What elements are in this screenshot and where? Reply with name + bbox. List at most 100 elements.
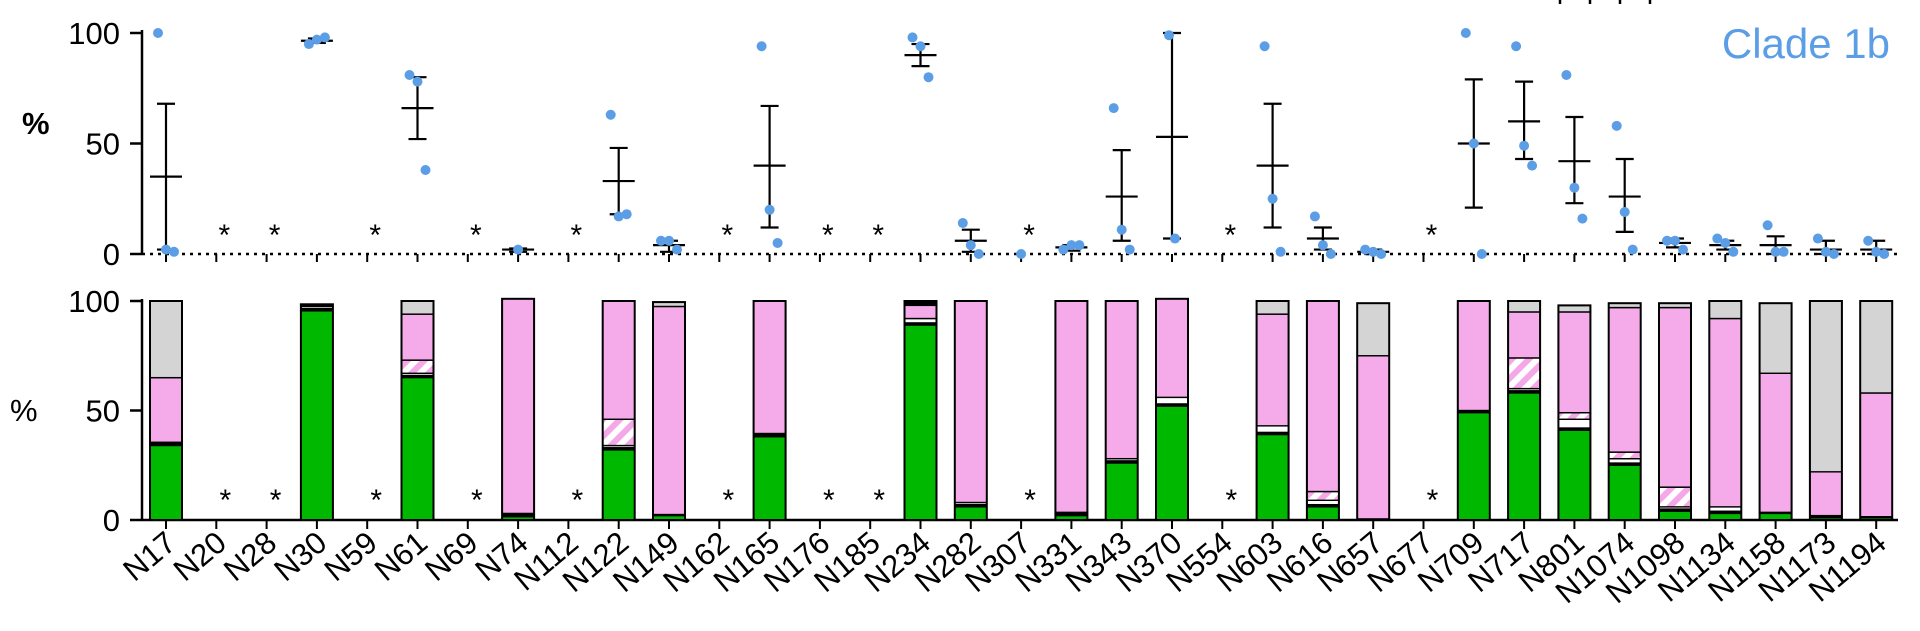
bar-segment-white bbox=[1255, 425, 1290, 434]
bar-outline bbox=[1255, 300, 1290, 521]
not-detected-marker: * bbox=[269, 219, 281, 252]
data-point bbox=[621, 209, 632, 220]
bottom-panel-stacked-bars: 0 50 100% * * * * * * * * * * * bbox=[10, 284, 1898, 538]
bar-segment-hatched bbox=[1557, 411, 1592, 420]
bar-segment-green bbox=[903, 324, 938, 521]
bar-segment-grey bbox=[1859, 300, 1893, 394]
data-point bbox=[973, 249, 984, 259]
data-point bbox=[1619, 207, 1630, 218]
data-point bbox=[672, 244, 682, 255]
data-point bbox=[1611, 120, 1622, 131]
data-point bbox=[1016, 249, 1027, 259]
bar-segment-grey bbox=[1708, 300, 1743, 320]
stacked-bar bbox=[1859, 300, 1894, 521]
bar-outline bbox=[601, 300, 636, 521]
data-point bbox=[1828, 249, 1839, 259]
not-detected-marker: * bbox=[470, 219, 482, 252]
not-detected-marker: * bbox=[471, 484, 483, 517]
bar-segment-grey bbox=[400, 300, 435, 315]
stacked-bar bbox=[149, 300, 183, 521]
data-point bbox=[1770, 246, 1781, 257]
bar-segment-grey bbox=[1356, 302, 1390, 357]
bar-segment-black bbox=[1306, 504, 1339, 507]
bar-outline bbox=[1104, 300, 1139, 521]
bar-outline bbox=[652, 301, 686, 521]
data-point bbox=[311, 34, 322, 45]
not-detected-marker: * bbox=[1225, 484, 1237, 517]
data-point bbox=[1170, 233, 1180, 244]
bar-segment-black bbox=[1608, 463, 1641, 466]
data-point bbox=[1812, 233, 1823, 244]
data-point bbox=[1058, 244, 1069, 255]
bar-segment-grey bbox=[149, 300, 183, 379]
bar-segment-green bbox=[1507, 392, 1541, 521]
bar-segment-pink bbox=[1507, 311, 1541, 359]
bar-outline bbox=[1054, 300, 1089, 521]
data-point bbox=[1527, 160, 1538, 171]
bar-segment-pink bbox=[1708, 317, 1743, 508]
data-point bbox=[915, 41, 926, 52]
bar-outline bbox=[1356, 302, 1391, 521]
bar-segment-black bbox=[1709, 511, 1742, 514]
data-point bbox=[303, 39, 314, 50]
not-detected-marker: * bbox=[370, 484, 382, 517]
bar-segment-green bbox=[602, 449, 636, 521]
bar-segment-pink bbox=[1557, 311, 1592, 414]
bar-segment-grey bbox=[1758, 302, 1793, 374]
data-point bbox=[1116, 224, 1127, 235]
not-detected-marker: * bbox=[219, 484, 231, 517]
data-point bbox=[1164, 30, 1174, 41]
bar-segment-black bbox=[904, 301, 937, 306]
stacked-bar bbox=[1155, 297, 1189, 521]
bar-segment-pink bbox=[400, 313, 435, 361]
data-point bbox=[1762, 220, 1773, 231]
data-point bbox=[420, 165, 431, 176]
not-detected-marker: * bbox=[872, 219, 884, 252]
top-y-tick-label: 100 bbox=[68, 16, 120, 51]
bar-segment-grey bbox=[1507, 300, 1541, 313]
bar-segment-green bbox=[1306, 506, 1340, 521]
data-point bbox=[1778, 246, 1789, 257]
bar-segment-black bbox=[904, 322, 937, 326]
stacked-bar bbox=[1808, 300, 1843, 521]
x-axis-labels: N17N20N28N30N59N61N69N74N112N122N149N162… bbox=[116, 525, 1892, 611]
data-point bbox=[957, 218, 968, 229]
bar-segment-black bbox=[1105, 460, 1138, 464]
data-point bbox=[169, 246, 179, 257]
data-point bbox=[664, 235, 674, 246]
data-point bbox=[1460, 28, 1471, 38]
bar-outline bbox=[1507, 300, 1542, 521]
bottom-y-tick-label: 50 bbox=[86, 394, 120, 429]
data-point bbox=[613, 211, 624, 222]
stacked-bar bbox=[601, 300, 636, 521]
bar-segment-white bbox=[1557, 418, 1592, 429]
stacked-bar bbox=[1305, 300, 1340, 521]
data-point bbox=[656, 235, 666, 246]
bar-segment-pink bbox=[602, 300, 636, 420]
data-point bbox=[965, 240, 976, 251]
bar-segment-pink bbox=[1607, 306, 1642, 453]
data-point bbox=[1879, 249, 1890, 259]
data-point bbox=[1074, 240, 1085, 251]
not-detected-marker: * bbox=[270, 484, 282, 517]
stacked-bar bbox=[1607, 302, 1642, 521]
bar-segment-pink bbox=[1758, 372, 1793, 514]
data-point bbox=[1066, 240, 1077, 251]
data-point bbox=[404, 69, 415, 80]
not-detected-marker: * bbox=[1426, 219, 1438, 252]
bar-outline bbox=[1808, 300, 1843, 521]
bar-outline bbox=[1607, 302, 1642, 521]
data-point bbox=[1309, 211, 1320, 222]
data-point bbox=[1519, 140, 1530, 151]
not-detected-marker: * bbox=[822, 219, 834, 252]
data-point bbox=[1325, 249, 1336, 259]
data-point bbox=[1871, 246, 1882, 257]
bar-segment-white bbox=[1155, 396, 1189, 405]
not-detected-marker: * bbox=[571, 219, 583, 252]
data-point bbox=[1376, 249, 1387, 259]
not-detected-marker: * bbox=[1023, 219, 1035, 252]
bar-outline bbox=[1658, 302, 1692, 521]
bar-segment-hatched bbox=[1658, 486, 1692, 508]
data-point bbox=[1678, 244, 1688, 255]
